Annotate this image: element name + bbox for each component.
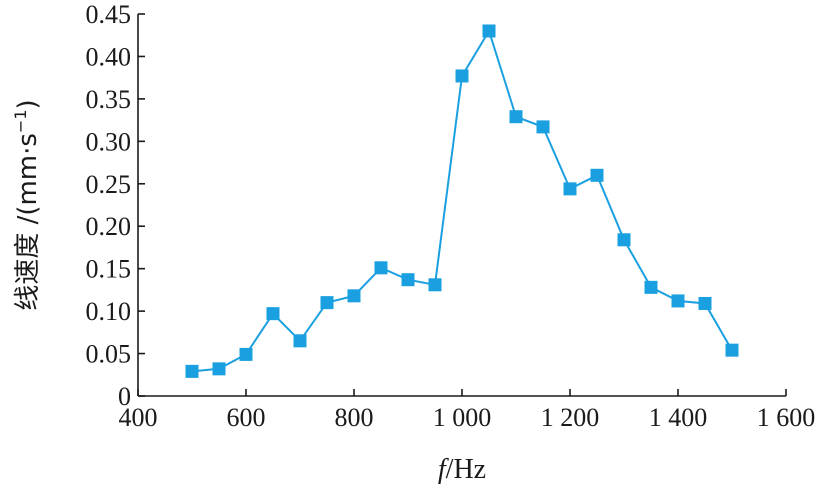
x-tick-label: 400 [119, 403, 158, 432]
data-point [617, 233, 631, 247]
data-point [455, 69, 469, 83]
data-point [293, 334, 307, 348]
y-tick-label: 0.10 [86, 297, 132, 326]
y-tick-label: 0.15 [86, 255, 132, 284]
data-point [509, 110, 523, 124]
data-point [536, 120, 550, 134]
x-tick-label: 1 400 [649, 403, 708, 432]
data-point [320, 296, 334, 310]
data-point [590, 168, 604, 182]
y-axis-title: 线速度 /(mm·s−1) [11, 99, 43, 310]
x-axis-title: f/Hz [438, 454, 486, 485]
data-point [185, 364, 199, 378]
x-tick-label: 1 600 [757, 403, 816, 432]
x-tick-label: 600 [227, 403, 266, 432]
data-point [401, 273, 415, 287]
y-axis-title-superscript: −1 [11, 109, 30, 133]
data-point [374, 261, 388, 275]
data-point [212, 362, 226, 376]
y-tick-label: 0.20 [86, 212, 132, 241]
y-tick-label: 0.45 [86, 0, 132, 29]
data-point [482, 24, 496, 38]
y-tick-label: 0.40 [86, 42, 132, 71]
x-axis-title-italic: f [438, 454, 449, 485]
y-tick-label: 0 [118, 382, 131, 411]
x-tick-label: 800 [335, 403, 374, 432]
y-tick-label: 0.25 [86, 170, 132, 199]
y-ticks: 0 0.05 0.10 0.15 0.20 0.25 0.30 0.35 0.40 0.45 [86, 0, 145, 411]
data-point [698, 296, 712, 310]
data-point [725, 343, 739, 357]
data-point [644, 280, 658, 294]
y-tick-label: 0.05 [86, 340, 132, 369]
y-axis-title-close: ) [13, 99, 43, 109]
x-axis-title-unit: /Hz [446, 454, 486, 485]
data-point [239, 347, 253, 361]
y-tick-label: 0.35 [86, 85, 132, 114]
x-ticks: 400 600 800 1 000 1 200 1 400 1 600 [119, 389, 816, 432]
y-tick-label: 0.30 [86, 127, 132, 156]
x-tick-label: 1 200 [541, 403, 600, 432]
data-point [428, 278, 442, 292]
data-point [266, 307, 280, 321]
data-point [671, 294, 685, 308]
series-layer [185, 24, 739, 378]
data-point [347, 289, 361, 303]
y-axis-title-main: 线速度 /(mm·s [13, 133, 43, 311]
data-point [563, 182, 577, 196]
x-tick-label: 1 000 [433, 403, 492, 432]
